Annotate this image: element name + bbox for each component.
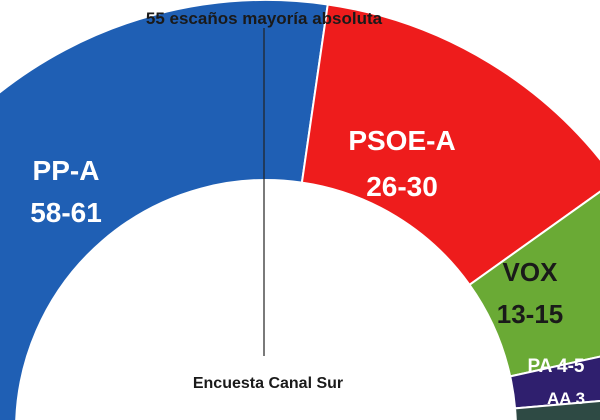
slice-label-pp-a: PP-A [33, 155, 100, 186]
slice-label-aa: AA 3 [547, 389, 585, 408]
slice-pp-a [0, 0, 329, 420]
slice-psoe-a [300, 3, 600, 287]
slice-label-pa: PA 4-5 [527, 356, 584, 377]
labels-group: PP-A 58-61 PSOE-A 26-30 VOX 13-15 PA 4-5 AA 3 [30, 125, 585, 408]
slice-range-pp-a: 58-61 [30, 197, 102, 228]
slice-aa [513, 400, 600, 420]
slice-label-vox: VOX [503, 257, 559, 287]
slice-range-psoe-a: 26-30 [366, 171, 438, 202]
majority-label: 55 escaños mayoría absoluta [146, 9, 383, 28]
slice-label-psoe-a: PSOE-A [348, 125, 455, 156]
slice-vox [468, 190, 600, 378]
slice-range-vox: 13-15 [497, 299, 564, 329]
footer-label: Encuesta Canal Sur [193, 375, 343, 392]
